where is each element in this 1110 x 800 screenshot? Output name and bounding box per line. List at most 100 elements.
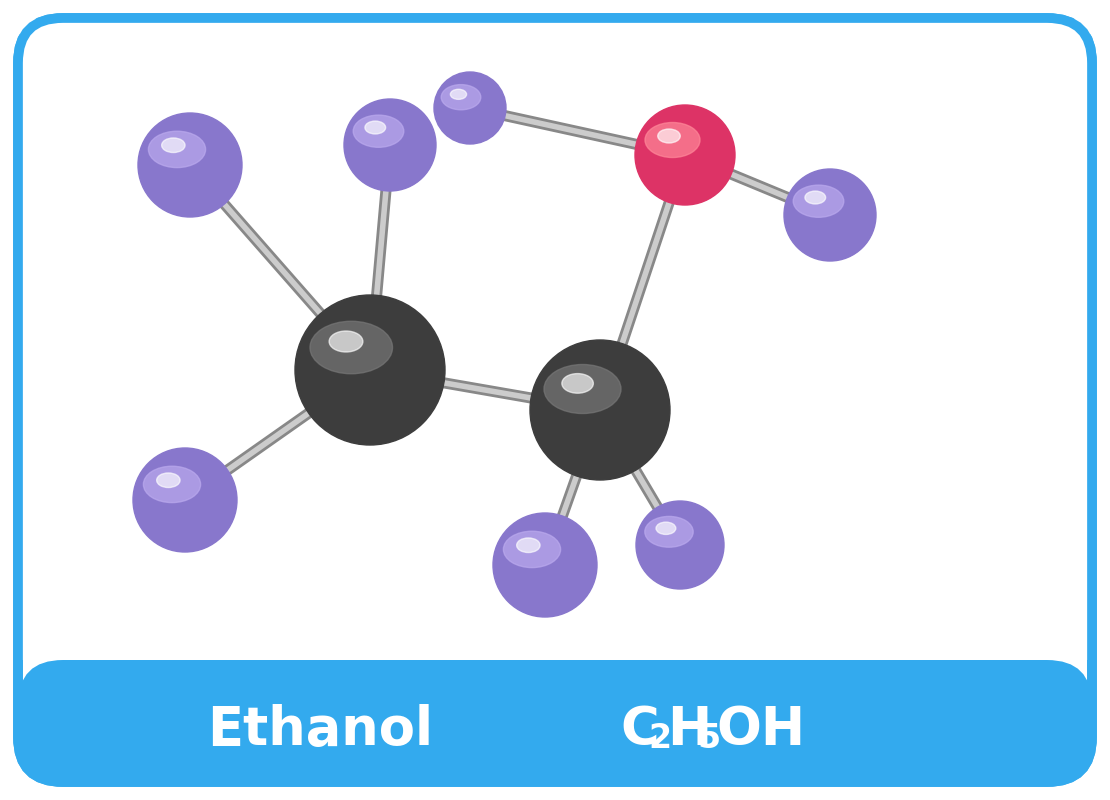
Ellipse shape xyxy=(435,74,505,143)
Ellipse shape xyxy=(158,132,233,208)
Ellipse shape xyxy=(803,188,867,252)
Ellipse shape xyxy=(330,331,363,352)
Ellipse shape xyxy=(638,503,723,588)
Ellipse shape xyxy=(795,179,871,256)
Ellipse shape xyxy=(448,87,500,138)
Ellipse shape xyxy=(354,110,431,186)
Ellipse shape xyxy=(344,99,436,191)
Ellipse shape xyxy=(549,359,662,471)
Ellipse shape xyxy=(349,103,434,189)
Text: 5: 5 xyxy=(697,722,720,754)
Ellipse shape xyxy=(801,186,868,254)
Ellipse shape xyxy=(133,448,238,552)
Ellipse shape xyxy=(162,137,231,206)
Ellipse shape xyxy=(145,460,232,546)
Ellipse shape xyxy=(565,375,654,464)
Ellipse shape xyxy=(658,129,680,143)
Ellipse shape xyxy=(353,107,432,187)
Ellipse shape xyxy=(507,527,591,610)
Ellipse shape xyxy=(441,85,481,110)
Ellipse shape xyxy=(319,319,434,434)
Text: 2: 2 xyxy=(648,722,672,754)
Ellipse shape xyxy=(635,105,735,205)
Ellipse shape xyxy=(309,309,438,438)
FancyBboxPatch shape xyxy=(18,660,1092,782)
Ellipse shape xyxy=(517,537,586,606)
Ellipse shape xyxy=(157,472,226,541)
Ellipse shape xyxy=(148,462,231,546)
Ellipse shape xyxy=(656,126,726,196)
Ellipse shape xyxy=(365,120,426,182)
Text: Ethanol: Ethanol xyxy=(206,704,433,756)
Ellipse shape xyxy=(546,356,663,473)
Ellipse shape xyxy=(356,112,431,186)
Ellipse shape xyxy=(504,531,561,568)
Ellipse shape xyxy=(509,530,589,610)
Ellipse shape xyxy=(351,106,433,188)
Ellipse shape xyxy=(788,174,874,259)
Ellipse shape xyxy=(164,139,230,205)
Ellipse shape xyxy=(790,175,874,258)
Ellipse shape xyxy=(442,80,502,140)
Ellipse shape xyxy=(154,470,228,542)
Ellipse shape xyxy=(644,509,720,586)
Ellipse shape xyxy=(451,90,466,99)
Ellipse shape xyxy=(503,522,593,613)
Ellipse shape xyxy=(556,366,658,468)
Ellipse shape xyxy=(310,322,393,374)
Ellipse shape xyxy=(438,77,504,142)
Ellipse shape xyxy=(150,125,236,211)
Ellipse shape xyxy=(512,532,588,608)
Ellipse shape xyxy=(142,458,233,548)
Ellipse shape xyxy=(658,523,714,579)
Ellipse shape xyxy=(656,522,676,534)
Ellipse shape xyxy=(447,86,500,138)
FancyBboxPatch shape xyxy=(18,18,1092,782)
Ellipse shape xyxy=(501,520,594,614)
Ellipse shape xyxy=(786,171,875,260)
Ellipse shape xyxy=(152,127,235,210)
Ellipse shape xyxy=(451,89,498,137)
Ellipse shape xyxy=(654,123,727,197)
Ellipse shape xyxy=(562,372,655,466)
Ellipse shape xyxy=(445,83,501,138)
Ellipse shape xyxy=(784,169,876,261)
Ellipse shape xyxy=(333,333,427,428)
Ellipse shape xyxy=(658,128,725,194)
Ellipse shape xyxy=(653,517,717,582)
Ellipse shape xyxy=(652,121,728,198)
Ellipse shape xyxy=(148,122,238,213)
Ellipse shape xyxy=(138,113,242,217)
Ellipse shape xyxy=(149,131,205,168)
Text: H: H xyxy=(667,704,712,756)
Ellipse shape xyxy=(145,120,239,214)
Ellipse shape xyxy=(562,374,594,394)
Text: C: C xyxy=(620,704,658,756)
Ellipse shape xyxy=(543,353,664,474)
Ellipse shape xyxy=(805,190,867,251)
Ellipse shape xyxy=(152,467,229,543)
Ellipse shape xyxy=(346,101,435,190)
Ellipse shape xyxy=(648,118,729,198)
Ellipse shape xyxy=(505,525,592,611)
Ellipse shape xyxy=(636,501,724,589)
Ellipse shape xyxy=(295,295,445,445)
Ellipse shape xyxy=(157,473,180,487)
Ellipse shape xyxy=(367,122,425,181)
Ellipse shape xyxy=(326,326,431,431)
Ellipse shape xyxy=(794,185,844,218)
Ellipse shape xyxy=(519,539,585,605)
Ellipse shape xyxy=(646,117,729,200)
Ellipse shape xyxy=(544,365,620,414)
Ellipse shape xyxy=(640,505,723,587)
Ellipse shape xyxy=(323,322,433,433)
Ellipse shape xyxy=(642,112,731,202)
Ellipse shape xyxy=(330,330,430,430)
Ellipse shape xyxy=(444,82,502,139)
Ellipse shape xyxy=(312,312,437,437)
Ellipse shape xyxy=(558,369,657,467)
Ellipse shape xyxy=(143,118,240,215)
Ellipse shape xyxy=(497,518,595,615)
Ellipse shape xyxy=(646,511,719,585)
Ellipse shape xyxy=(441,78,503,141)
